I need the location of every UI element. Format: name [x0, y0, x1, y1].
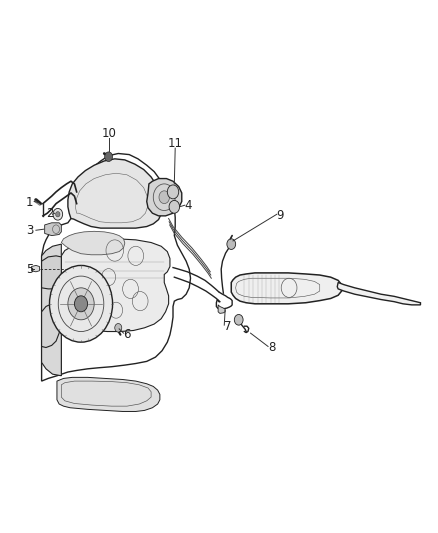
Polygon shape [68, 159, 163, 228]
Circle shape [159, 191, 170, 204]
Text: 1: 1 [26, 196, 34, 209]
Circle shape [234, 314, 243, 325]
Text: 6: 6 [123, 328, 131, 341]
Circle shape [74, 296, 88, 312]
Circle shape [68, 288, 94, 320]
Circle shape [227, 239, 236, 249]
Polygon shape [42, 244, 61, 376]
Circle shape [169, 200, 180, 213]
Text: 11: 11 [168, 138, 183, 150]
Polygon shape [57, 377, 160, 411]
Text: 10: 10 [101, 127, 116, 140]
Text: 4: 4 [184, 199, 192, 212]
Circle shape [105, 152, 113, 161]
Circle shape [167, 185, 179, 199]
Circle shape [49, 265, 113, 342]
Circle shape [115, 324, 122, 332]
Polygon shape [218, 305, 225, 313]
Circle shape [56, 212, 60, 217]
Text: 5: 5 [26, 263, 33, 276]
Polygon shape [231, 273, 342, 304]
Polygon shape [337, 282, 420, 305]
Text: 7: 7 [224, 320, 232, 333]
Text: 9: 9 [276, 209, 284, 222]
Polygon shape [147, 179, 182, 216]
Polygon shape [61, 231, 125, 255]
Polygon shape [45, 223, 61, 236]
Text: 8: 8 [268, 341, 275, 354]
Polygon shape [42, 304, 62, 348]
Text: 3: 3 [26, 224, 33, 237]
Polygon shape [61, 239, 170, 376]
Text: 2: 2 [46, 207, 54, 220]
Polygon shape [32, 265, 39, 272]
Polygon shape [42, 256, 61, 289]
Circle shape [53, 208, 63, 220]
